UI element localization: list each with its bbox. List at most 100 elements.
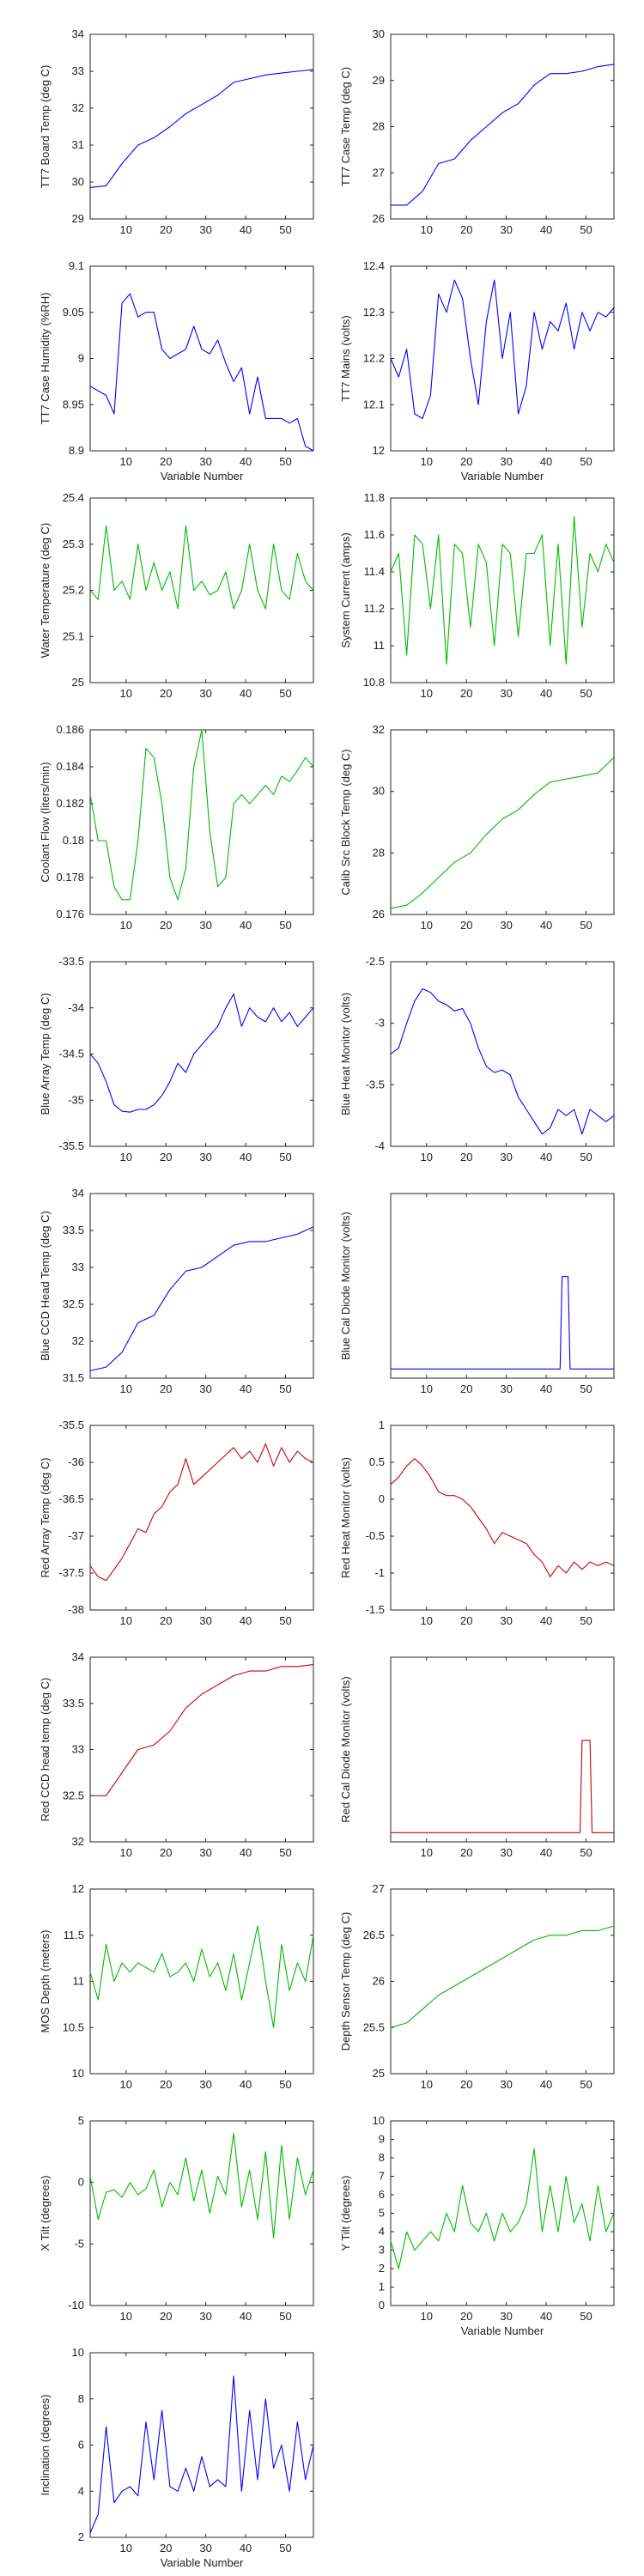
- x-tick-label: 20: [160, 2310, 172, 2323]
- y-tick-label: 33.5: [63, 1697, 84, 1710]
- x-axis-label: Variable Number: [461, 2324, 544, 2337]
- x-tick-label: 30: [199, 2310, 211, 2323]
- y-axis-label: Inclination (degrees): [39, 2395, 52, 2496]
- y-tick-label: 11.5: [64, 1929, 84, 1941]
- x-tick-label: 40: [240, 2310, 252, 2323]
- x-tick-label: 40: [240, 1614, 252, 1627]
- x-tick-label: 20: [460, 455, 472, 468]
- y-tick-label: 26: [373, 908, 385, 920]
- x-tick-label: 30: [500, 1614, 512, 1627]
- plot-frame: [390, 497, 615, 683]
- y-tick-label: 11: [73, 1975, 85, 1988]
- y-tick-label: -34: [68, 1001, 84, 1014]
- x-tick-label: 50: [279, 223, 291, 236]
- plot-frame: [390, 33, 615, 220]
- y-axis-label: Water Temperature (deg C): [39, 523, 52, 659]
- y-tick-label: 32.5: [63, 1297, 84, 1310]
- y-tick-label: 28: [373, 120, 385, 133]
- x-tick-label: 30: [199, 455, 211, 468]
- x-tick-label: 10: [120, 223, 132, 236]
- x-tick-label: 40: [540, 223, 552, 236]
- x-tick-label: 20: [460, 2078, 472, 2091]
- y-axis-label: TT7 Board Temp (deg C): [39, 65, 52, 189]
- x-tick-label: 50: [279, 1846, 291, 1859]
- x-tick-label: 20: [460, 223, 472, 236]
- y-tick-label: 34: [72, 1187, 84, 1200]
- chart-panel: 10 20 30 40 50 -38 -37.5 -37 -36.5 -36 -35.5 Red Ar…: [39, 1419, 314, 1627]
- x-axis-label: Variable Number: [161, 470, 244, 483]
- y-tick-label: 12.1: [363, 398, 385, 410]
- y-tick-label: 0.18: [63, 834, 84, 847]
- plot-frame: [390, 1193, 615, 1379]
- series-line: [89, 1226, 314, 1371]
- y-tick-label: 10.8: [363, 676, 385, 689]
- chart-panel: 10 20 30 40 50 10.8 11 11.2 11.4 11.6 11.8 System C…: [339, 491, 615, 700]
- x-tick-label: 10: [421, 687, 433, 700]
- plot-frame: [89, 1888, 314, 2075]
- x-tick-label: 30: [500, 1846, 512, 1859]
- x-tick-label: 10: [421, 2078, 433, 2091]
- y-tick-label: -37.5: [58, 1566, 84, 1579]
- x-tick-label: 10: [120, 1846, 132, 1859]
- y-tick-label: 8: [379, 2151, 385, 2164]
- series-line: [89, 525, 314, 610]
- y-tick-label: 11.8: [364, 491, 385, 504]
- y-axis-label: System Current (amps): [339, 532, 352, 647]
- x-tick-label: 20: [460, 1614, 472, 1627]
- series-line: [390, 756, 615, 909]
- y-tick-label: 4: [78, 2484, 84, 2497]
- x-tick-label: 50: [279, 2078, 291, 2091]
- y-tick-label: 10.5: [63, 2020, 84, 2033]
- x-tick-label: 10: [421, 223, 433, 236]
- chart-panel: 10 20 30 40 50 -4 -3.5 -3 -2.5 Blue Heat Monitor …: [339, 955, 615, 1163]
- y-tick-label: 29: [373, 74, 385, 87]
- x-tick-label: 50: [580, 1846, 592, 1859]
- y-axis-label: Red CCD head temp (deg C): [39, 1678, 52, 1822]
- x-tick-label: 50: [580, 1382, 592, 1395]
- chart-panel: 10 20 30 40 50 31.5 32 32.5 33 33.5 34 Blue CCD Hea…: [39, 1187, 314, 1395]
- y-tick-label: -35.5: [58, 1139, 84, 1152]
- x-tick-label: 30: [199, 1846, 211, 1859]
- y-tick-label: 10: [72, 2346, 84, 2359]
- y-axis-label: Calib Src Block Temp (deg C): [339, 749, 352, 895]
- y-tick-label: 0: [78, 2176, 84, 2189]
- x-tick-label: 50: [279, 1382, 291, 1395]
- y-tick-label: -3.5: [366, 1078, 385, 1091]
- x-tick-label: 20: [160, 1614, 172, 1627]
- x-tick-label: 40: [240, 1151, 252, 1163]
- x-tick-label: 40: [240, 455, 252, 468]
- x-tick-label: 40: [540, 455, 552, 468]
- y-tick-label: 3: [379, 2244, 385, 2257]
- x-tick-label: 10: [421, 455, 433, 468]
- y-tick-label: 11: [374, 639, 386, 652]
- series-line: [390, 987, 615, 1135]
- x-tick-label: 10: [120, 919, 132, 932]
- x-tick-label: 10: [421, 2310, 433, 2323]
- y-tick-label: 33: [72, 1743, 84, 1756]
- y-tick-label: -10: [68, 2299, 84, 2312]
- x-tick-label: 40: [240, 1846, 252, 1859]
- chart-panel: 10 20 30 40 50 25 25.1 25.2 25.3 25.4 Water Temper…: [39, 491, 314, 700]
- x-tick-label: 40: [540, 687, 552, 700]
- chart-panel: 10 20 30 40 50 26 27 28 29 30 TT7 Case Temp (deg C…: [339, 27, 615, 236]
- y-tick-label: 32.5: [63, 1789, 84, 1801]
- plot-frame: [89, 2352, 314, 2538]
- y-axis-label: Depth Sensor Temp (deg C): [339, 1912, 352, 2051]
- series-line: [89, 729, 314, 901]
- y-tick-label: 5: [78, 2114, 84, 2127]
- x-tick-label: 50: [279, 687, 291, 700]
- y-tick-label: 2: [379, 2262, 385, 2275]
- x-tick-label: 40: [540, 2078, 552, 2091]
- y-tick-label: 9.1: [69, 259, 84, 272]
- y-tick-label: 30: [373, 785, 385, 798]
- y-tick-label: 31.5: [63, 1371, 84, 1384]
- y-tick-label: 9: [78, 352, 84, 365]
- plot-frame: [89, 1425, 314, 1611]
- x-tick-label: 10: [120, 2078, 132, 2091]
- series-line: [390, 2148, 615, 2269]
- chart-panel: 10 20 30 40 50 -1.5 -1 -0.5 0 0.5 1 Red Heat Monito…: [339, 1419, 615, 1627]
- y-tick-label: 33: [72, 64, 84, 77]
- x-tick-label: 30: [199, 1614, 211, 1627]
- y-tick-label: 8: [78, 2392, 84, 2405]
- y-tick-label: -1: [374, 1566, 385, 1579]
